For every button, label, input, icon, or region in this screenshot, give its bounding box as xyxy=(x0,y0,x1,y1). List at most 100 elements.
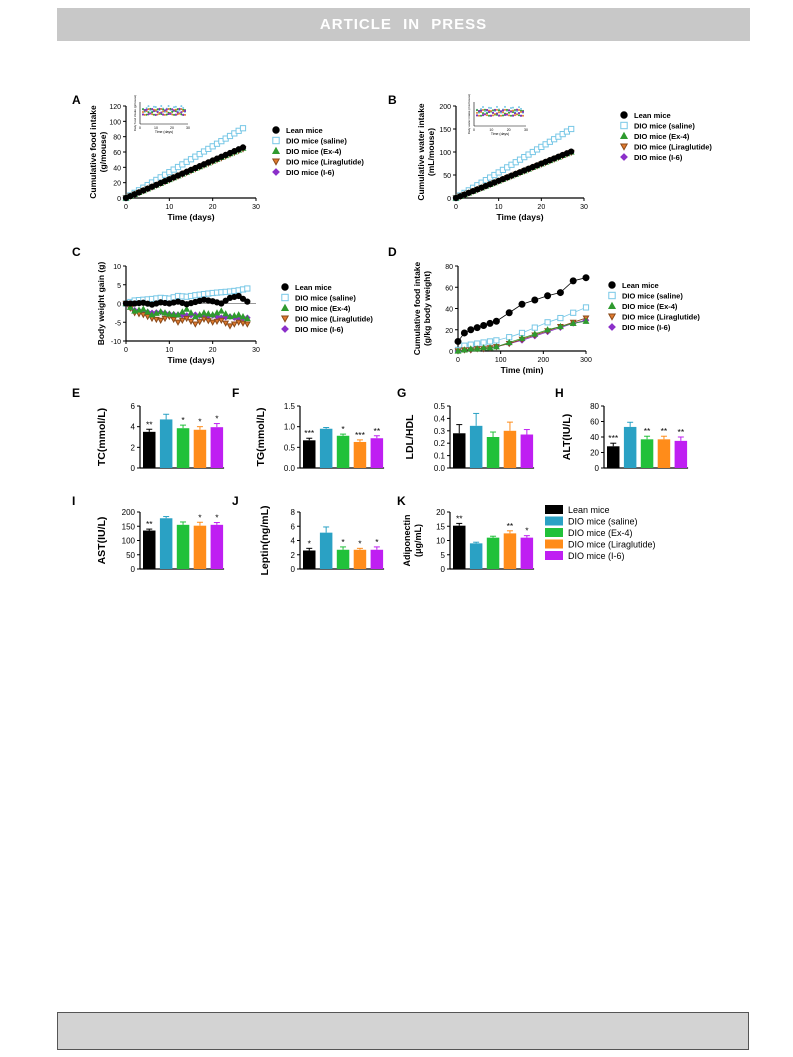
inset-point xyxy=(518,106,520,109)
y-tick-label: 150 xyxy=(439,127,451,134)
y-tick-label: 1.5 xyxy=(284,402,296,411)
inset-point xyxy=(182,107,185,110)
inset-point xyxy=(520,107,522,110)
legend-marker xyxy=(620,121,628,130)
y-tick-label: 6 xyxy=(131,402,136,411)
y-axis-label: (g/mouse) xyxy=(98,132,108,173)
inset-point xyxy=(522,110,524,113)
y-tick-label: 5 xyxy=(441,551,446,560)
inset-point xyxy=(500,114,502,117)
data-point xyxy=(174,319,182,326)
inset-x-tick-label: 30 xyxy=(524,128,528,132)
data-point xyxy=(569,319,577,326)
data-point xyxy=(473,345,481,352)
inset-point xyxy=(152,105,155,108)
significance-mark: ** xyxy=(374,426,381,436)
data-point xyxy=(244,285,251,292)
data-point xyxy=(480,322,488,329)
legend-entry: DIO mice (I-6) xyxy=(634,153,683,162)
data-point xyxy=(235,311,243,318)
inset-point xyxy=(516,110,518,113)
data-point xyxy=(161,309,169,316)
data-point xyxy=(486,319,494,327)
inset-point xyxy=(174,110,177,113)
legend-entry: DIO mice (I-6) xyxy=(622,323,671,332)
inset-point xyxy=(143,113,146,116)
inset-point xyxy=(490,106,492,109)
inset-point xyxy=(163,109,166,112)
data-point xyxy=(213,309,221,316)
y-axis-label: AST(IU/L) xyxy=(96,517,108,565)
panel-label-f: F xyxy=(232,386,239,400)
inset-point xyxy=(504,113,506,116)
y-tick-label: 60 xyxy=(113,150,121,157)
inset-point xyxy=(482,106,484,109)
y-tick-label: 20 xyxy=(590,449,599,458)
inset-point xyxy=(510,110,512,113)
y-axis-label: Body weight gain (g) xyxy=(96,262,106,346)
inset-point xyxy=(174,108,177,111)
y-tick-label: 8 xyxy=(291,508,296,517)
legend-entry: DIO mice (Ex-4) xyxy=(622,302,678,311)
significance-mark: *** xyxy=(355,430,366,440)
legend-marker xyxy=(280,303,290,312)
significance-mark: ** xyxy=(146,519,153,529)
data-point xyxy=(230,321,238,328)
inset-point xyxy=(180,105,183,108)
y-axis-label: Cumulative water intake xyxy=(416,103,426,201)
inset-x-tick-label: 0 xyxy=(139,126,141,130)
data-point xyxy=(243,321,251,328)
y-tick-label: 10 xyxy=(113,264,121,271)
inset-point xyxy=(156,110,159,113)
inset-point xyxy=(180,113,183,116)
data-point xyxy=(239,144,247,151)
data-point xyxy=(165,310,173,317)
data-point xyxy=(492,317,500,325)
inset-point xyxy=(512,114,514,117)
x-tick-label: 20 xyxy=(209,347,217,354)
article-in-press-banner: ARTICLE IN PRESS xyxy=(57,8,750,41)
inset-point xyxy=(482,114,484,117)
bar xyxy=(486,437,500,468)
bar xyxy=(176,524,190,569)
data-point xyxy=(139,305,147,312)
legend-entry: DIO mice (saline) xyxy=(622,292,683,301)
bar xyxy=(469,425,483,468)
significance-mark: *** xyxy=(304,428,315,438)
inset-point xyxy=(182,113,185,116)
data-point xyxy=(557,314,564,322)
bar xyxy=(319,428,333,468)
bar-legend-entry: DIO mice (Ex-4) xyxy=(568,528,633,538)
inset-point xyxy=(178,109,181,112)
y-axis-label: (mL/mouse) xyxy=(426,128,436,176)
inset-point xyxy=(176,111,179,114)
data-point xyxy=(239,295,247,302)
inset-point xyxy=(504,108,506,111)
inset-point xyxy=(518,112,520,115)
data-point xyxy=(582,304,590,311)
inset-point xyxy=(152,110,155,113)
bar xyxy=(176,428,190,468)
inset-point xyxy=(506,113,508,116)
data-point xyxy=(196,319,204,326)
data-point xyxy=(493,337,500,344)
y-tick-label: 60 xyxy=(445,285,453,292)
bar xyxy=(370,549,384,569)
data-point xyxy=(126,303,134,310)
data-point xyxy=(492,343,500,350)
panel-label-b: B xyxy=(388,93,397,107)
inset-point xyxy=(173,109,176,112)
y-tick-label: 0 xyxy=(441,565,446,574)
data-point xyxy=(191,312,199,320)
inset-point xyxy=(151,113,154,116)
significance-mark: ** xyxy=(456,513,463,523)
x-tick-label: 10 xyxy=(165,347,173,354)
inset-point xyxy=(518,109,520,112)
y-tick-label: 0 xyxy=(117,302,121,309)
bar xyxy=(159,419,173,468)
inset-point xyxy=(496,112,498,115)
data-point xyxy=(467,345,475,352)
y-tick-label: 40 xyxy=(445,307,453,314)
inset-point xyxy=(506,108,508,111)
